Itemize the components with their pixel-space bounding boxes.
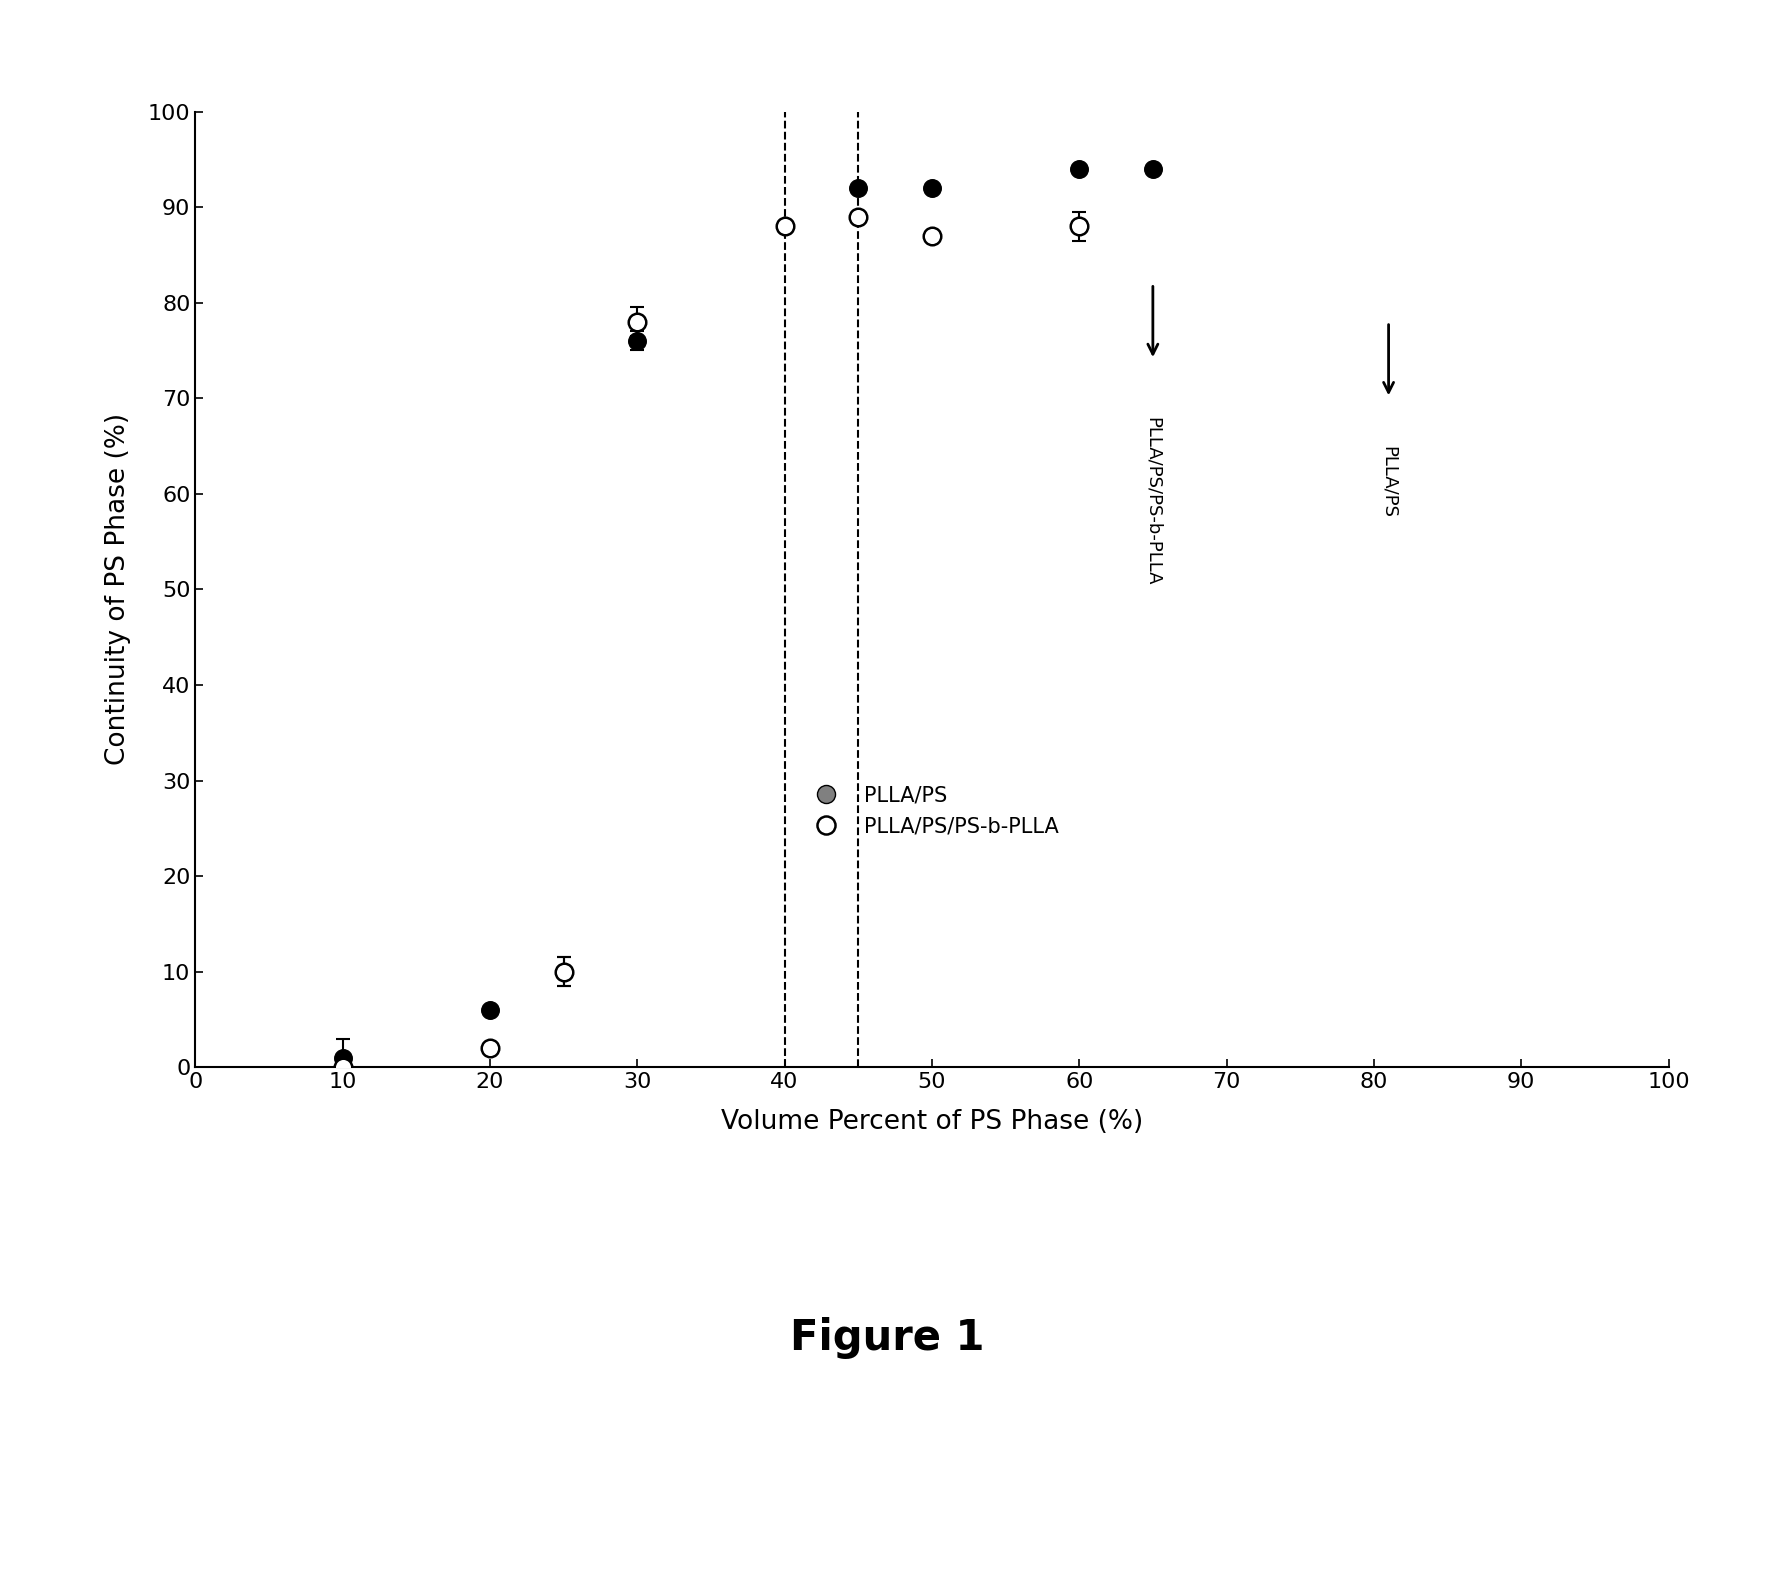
Text: PLLA/PS/PS-b-PLLA: PLLA/PS/PS-b-PLLA <box>1143 417 1163 586</box>
X-axis label: Volume Percent of PS Phase (%): Volume Percent of PS Phase (%) <box>721 1109 1143 1134</box>
PLLA/PS <box>845 175 873 201</box>
PLLA/PS/PS-b-PLLA <box>623 309 651 335</box>
PLLA/PS <box>623 328 651 354</box>
PLLA/PS/PS-b-PLLA <box>918 223 946 249</box>
PLLA/PS/PS-b-PLLA <box>476 1035 504 1061</box>
Legend: PLLA/PS, PLLA/PS/PS-b-PLLA: PLLA/PS, PLLA/PS/PS-b-PLLA <box>795 776 1069 846</box>
PLLA/PS <box>328 1045 357 1070</box>
PLLA/PS/PS-b-PLLA <box>550 959 579 984</box>
PLLA/PS <box>1140 156 1168 182</box>
Text: PLLA/PS: PLLA/PS <box>1379 446 1397 518</box>
PLLA/PS <box>770 213 799 239</box>
Text: Figure 1: Figure 1 <box>790 1317 985 1359</box>
PLLA/PS <box>1065 156 1093 182</box>
PLLA/PS/PS-b-PLLA <box>770 213 799 239</box>
PLLA/PS/PS-b-PLLA <box>1065 213 1093 239</box>
PLLA/PS <box>550 959 579 984</box>
PLLA/PS/PS-b-PLLA <box>328 1055 357 1080</box>
PLLA/PS <box>918 175 946 201</box>
PLLA/PS <box>476 997 504 1023</box>
Y-axis label: Continuity of PS Phase (%): Continuity of PS Phase (%) <box>105 413 131 766</box>
PLLA/PS/PS-b-PLLA <box>845 204 873 229</box>
